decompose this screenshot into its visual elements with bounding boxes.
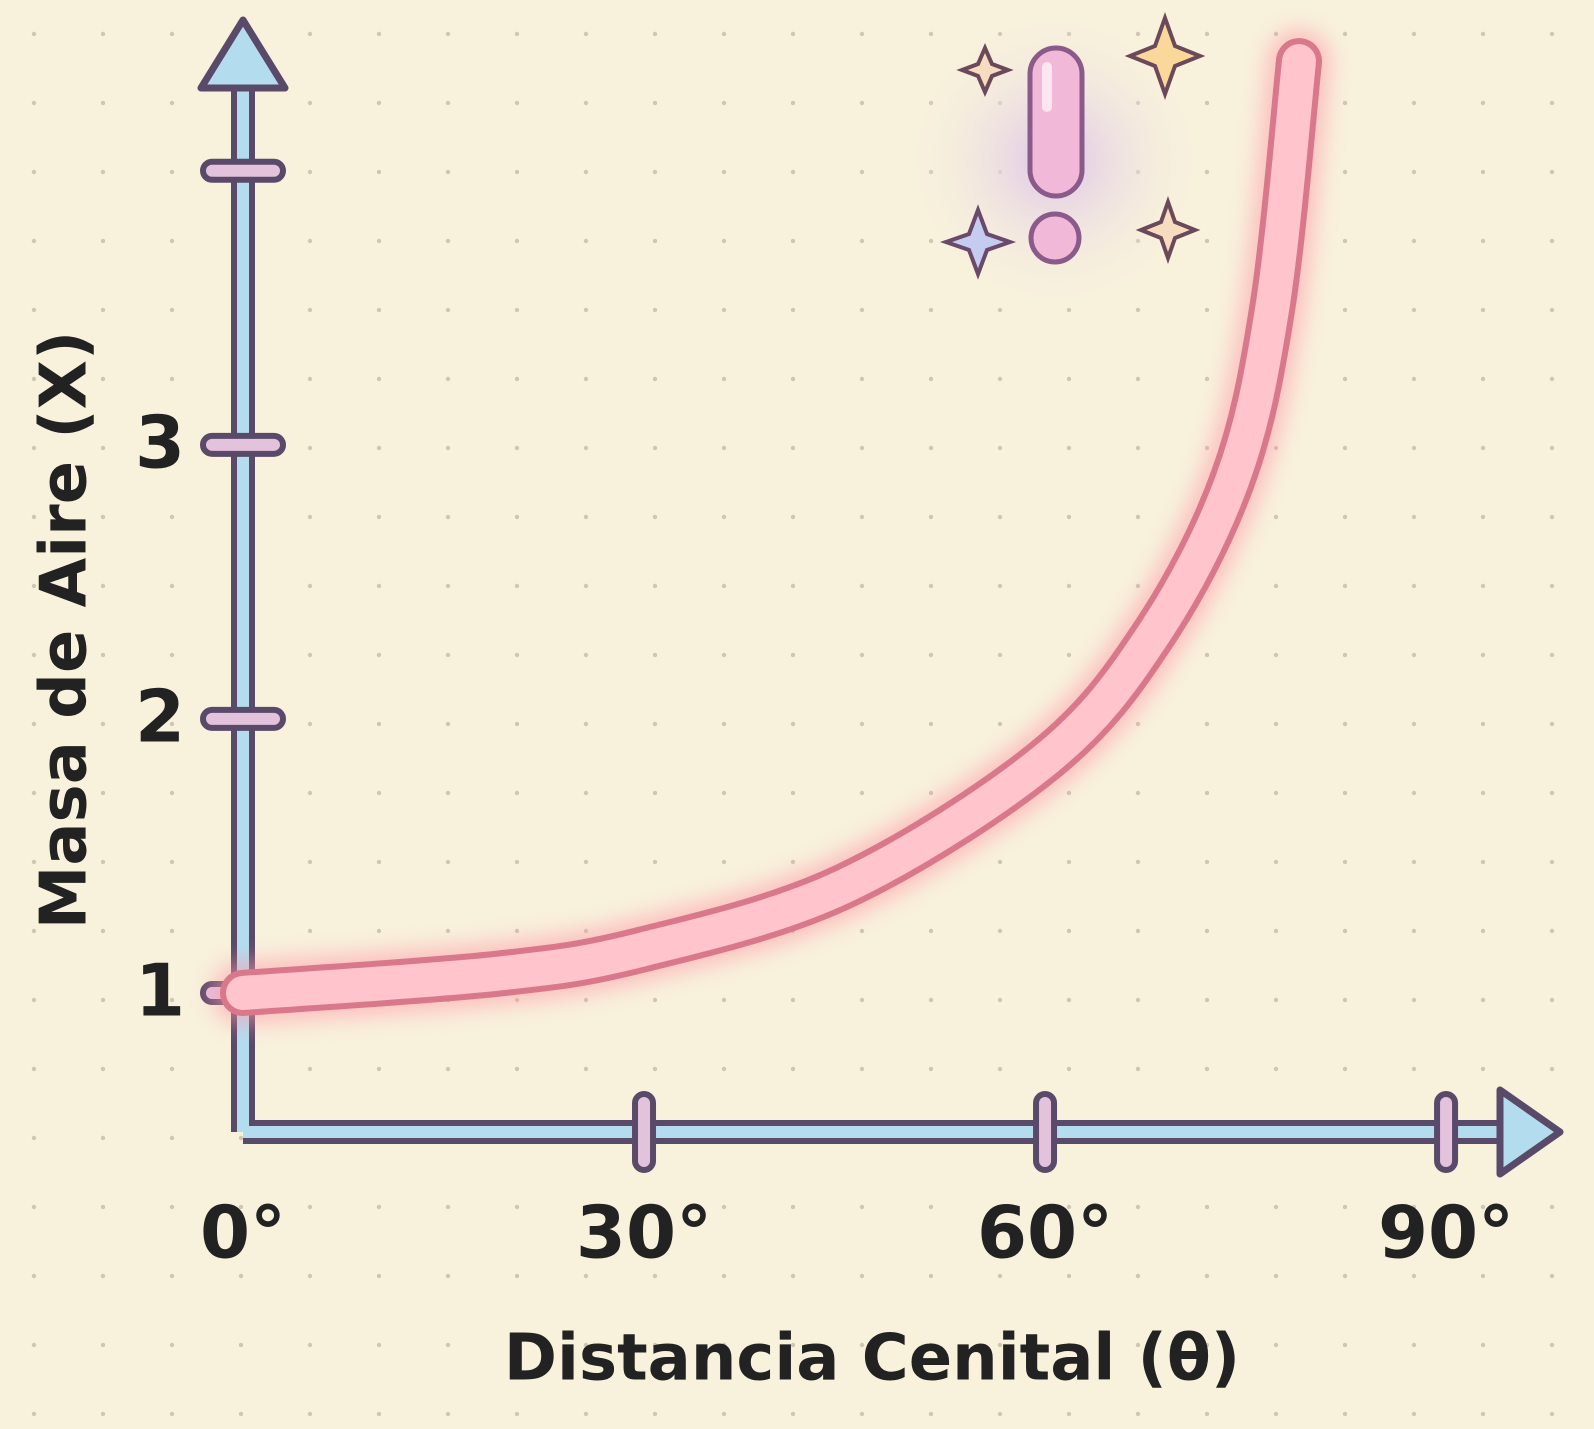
x-tick-mark — [1036, 1094, 1054, 1170]
x-axis-title: Distancia Cenital (θ) — [504, 1322, 1240, 1396]
x-tick-mark — [635, 1094, 653, 1170]
chart: Masa de Aire (X) Distancia Cenital (θ) 0… — [0, 0, 1594, 1429]
y-tick-mark — [203, 436, 283, 454]
alert-icon — [905, 10, 1205, 310]
y-tick-mark — [203, 710, 283, 728]
page: Masa de Aire (X) Distancia Cenital (θ) 0… — [0, 0, 1594, 1429]
y-tick-label: 2 — [135, 674, 185, 758]
x-tick-label: 0° — [200, 1191, 286, 1275]
x-tick-label: 90° — [1378, 1191, 1514, 1275]
y-axis-title: Masa de Aire (X) — [28, 331, 102, 930]
x-tick-mark — [1437, 1094, 1455, 1170]
y-tick-label: 3 — [135, 400, 185, 484]
y-tick-label: 1 — [135, 948, 185, 1032]
x-tick-label: 30° — [576, 1191, 712, 1275]
y-tick-mark — [203, 162, 283, 180]
x-tick-label: 60° — [977, 1191, 1113, 1275]
